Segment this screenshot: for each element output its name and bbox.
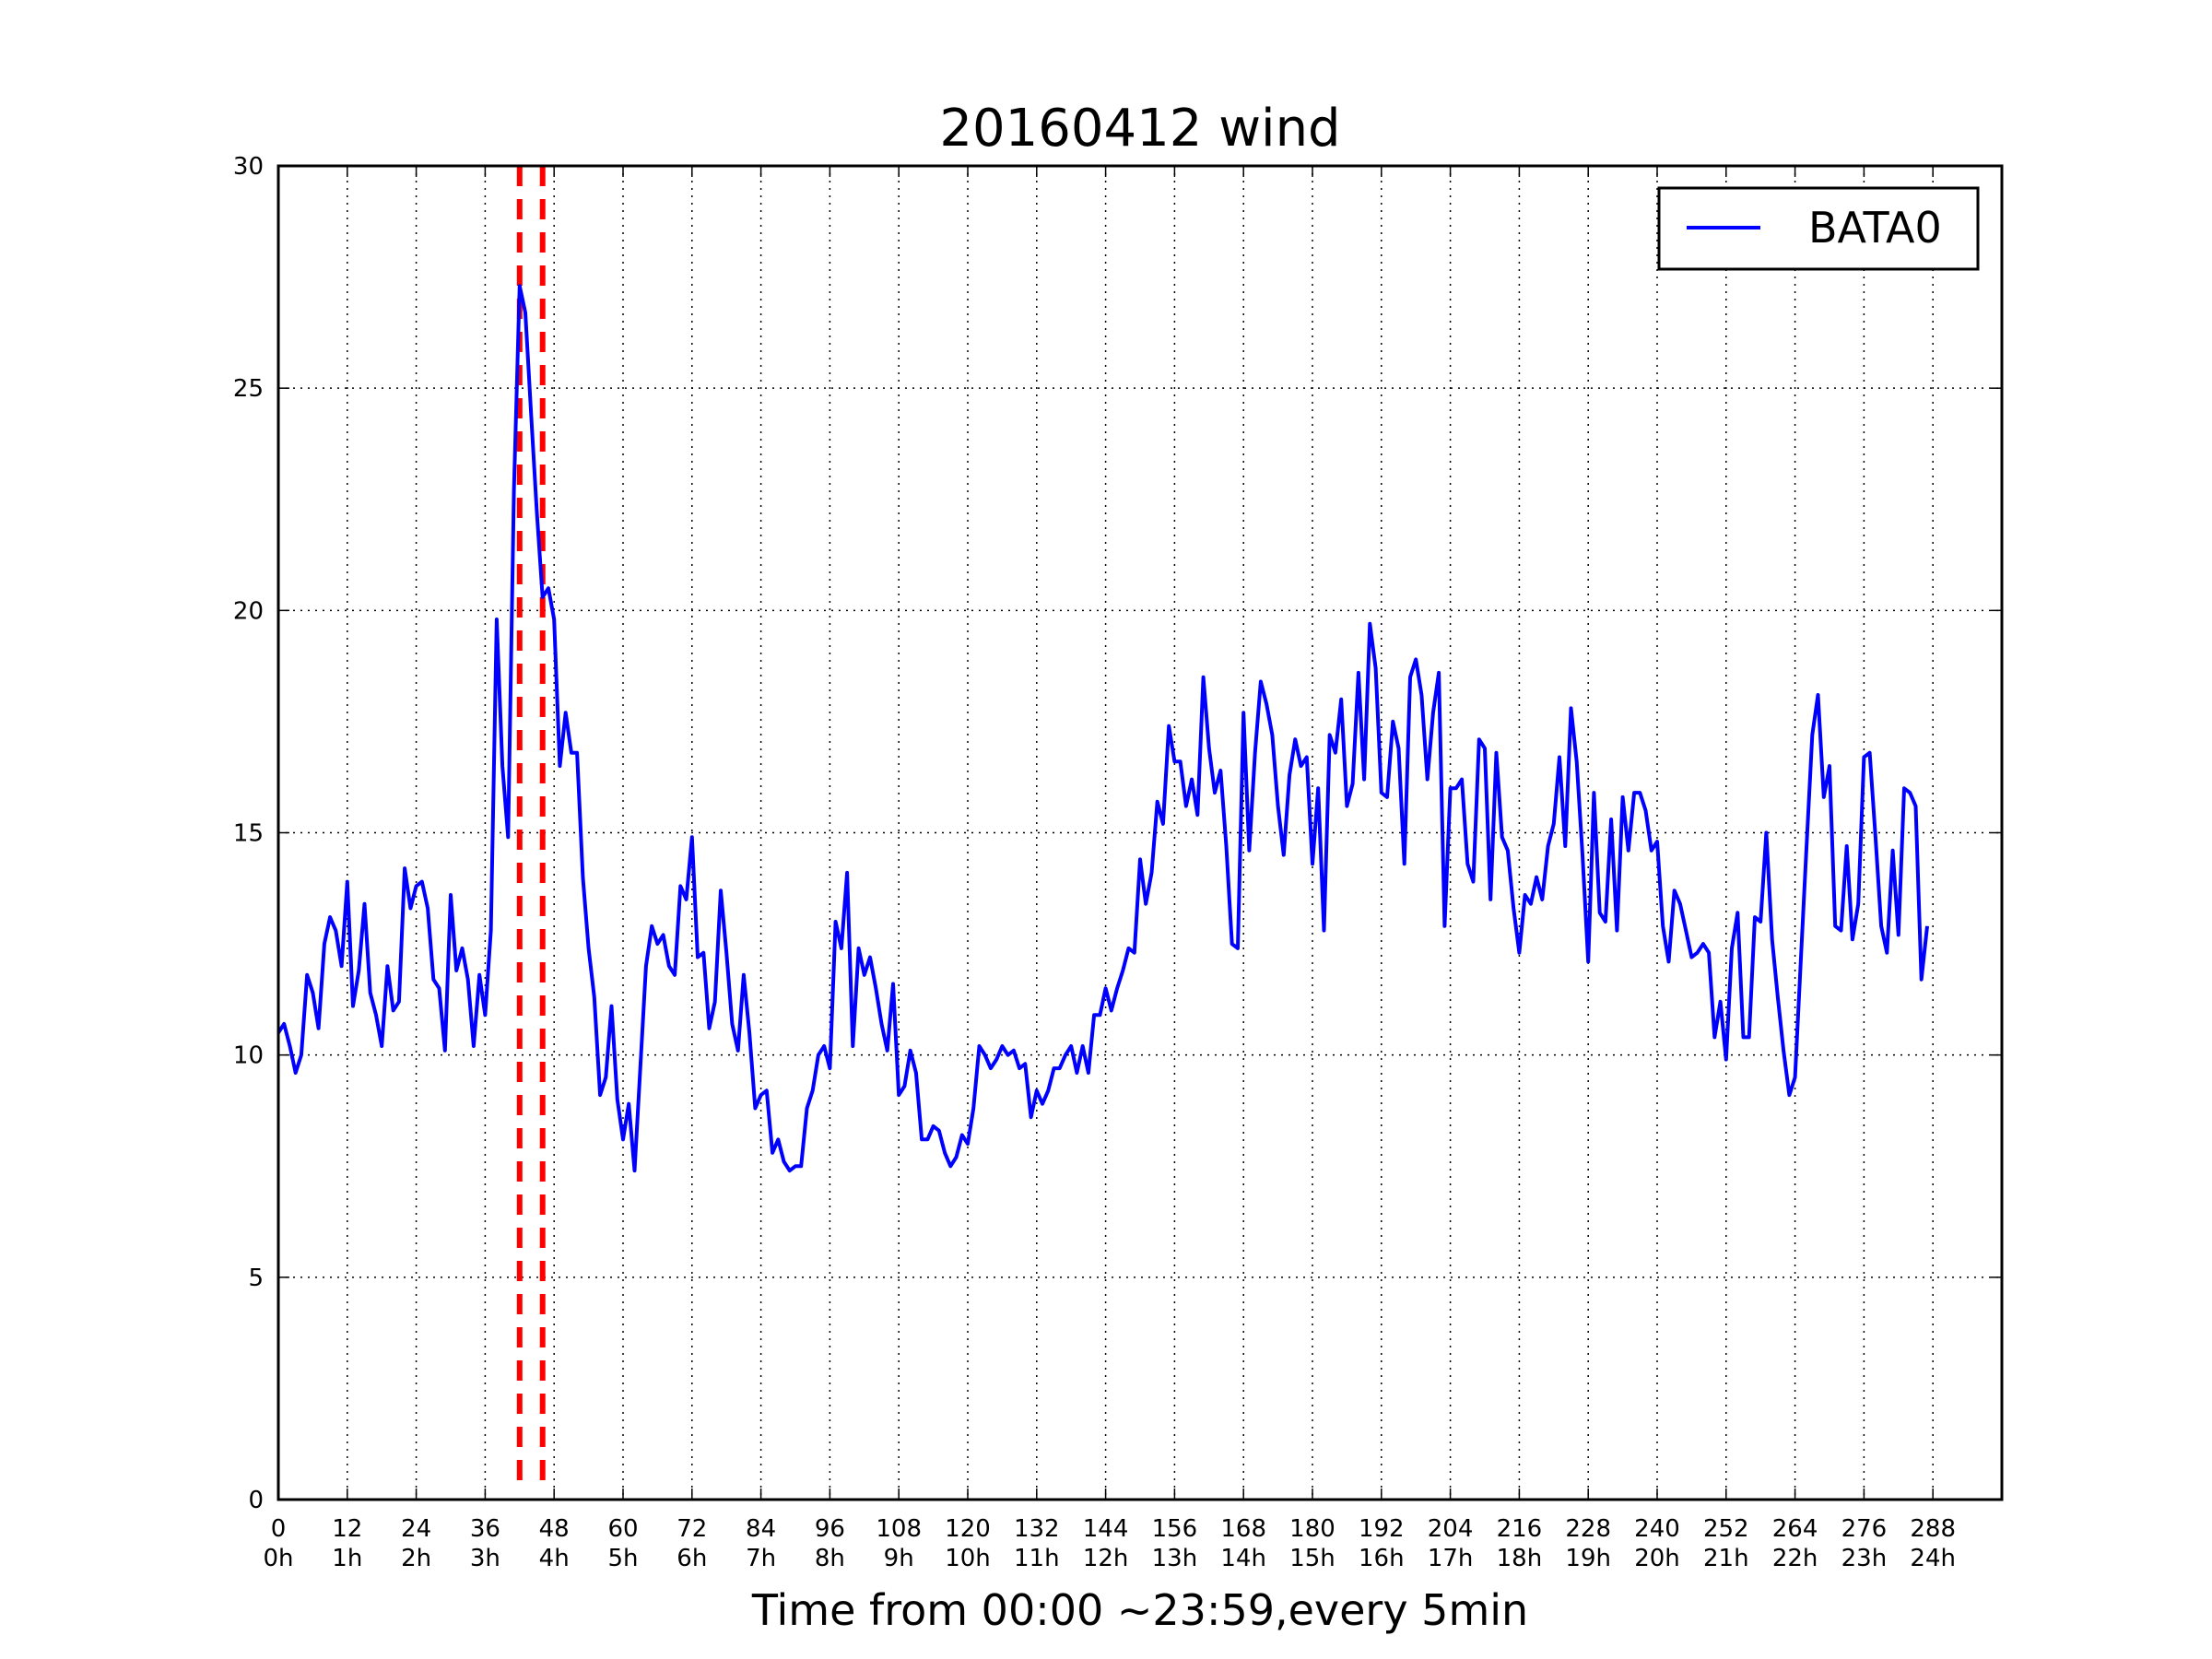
x-tick-sublabel: 21h: [1703, 1545, 1749, 1572]
x-tick-sublabel: 5h: [607, 1545, 638, 1572]
y-tick-label: 30: [233, 153, 264, 181]
axis-ticks: [277, 165, 2002, 1500]
x-tick-label: 288: [1910, 1515, 1956, 1543]
x-tick-label: 144: [1083, 1515, 1129, 1543]
x-tick-label: 168: [1220, 1515, 1266, 1543]
x-tick-label: 240: [1634, 1515, 1680, 1543]
x-tick-sublabel: 14h: [1220, 1545, 1266, 1572]
x-tick-label: 264: [1772, 1515, 1818, 1543]
y-tick-label: 20: [233, 597, 264, 625]
axis-tick-labels: 00h121h242h363h484h605h726h847h968h1089h…: [233, 153, 1956, 1572]
y-tick-label: 25: [233, 375, 264, 403]
x-tick-sublabel: 22h: [1772, 1545, 1818, 1572]
x-tick-label: 216: [1497, 1515, 1543, 1543]
event-markers: [516, 166, 546, 1485]
x-tick-sublabel: 12h: [1083, 1545, 1129, 1572]
x-tick-sublabel: 18h: [1497, 1545, 1543, 1572]
x-tick-sublabel: 4h: [539, 1545, 570, 1572]
x-tick-label: 84: [746, 1515, 776, 1543]
x-tick-label: 24: [401, 1515, 431, 1543]
x-tick-label: 192: [1359, 1515, 1405, 1543]
x-tick-sublabel: 24h: [1910, 1545, 1956, 1572]
x-tick-label: 252: [1703, 1515, 1749, 1543]
x-tick-label: 180: [1289, 1515, 1335, 1543]
series-line-bata0: [276, 284, 1929, 1173]
x-tick-sublabel: 19h: [1565, 1545, 1611, 1572]
x-axis-label: Time from 00:00 ~23:59,every 5min: [751, 1585, 1528, 1635]
grid-lines: [278, 166, 2002, 1500]
x-tick-sublabel: 20h: [1634, 1545, 1680, 1572]
x-tick-sublabel: 17h: [1428, 1545, 1474, 1572]
y-tick-label: 15: [233, 820, 264, 848]
x-tick-label: 120: [945, 1515, 991, 1543]
x-tick-sublabel: 8h: [815, 1545, 845, 1572]
x-tick-sublabel: 13h: [1152, 1545, 1198, 1572]
y-tick-label: 0: [248, 1487, 264, 1514]
chart-title: 20160412 wind: [939, 99, 1340, 159]
x-tick-label: 228: [1565, 1515, 1611, 1543]
x-tick-label: 48: [539, 1515, 570, 1543]
series-lines: [276, 284, 1929, 1173]
x-tick-label: 108: [876, 1515, 922, 1543]
x-tick-sublabel: 11h: [1014, 1545, 1060, 1572]
x-tick-label: 12: [332, 1515, 362, 1543]
x-tick-label: 204: [1428, 1515, 1474, 1543]
x-tick-label: 72: [677, 1515, 707, 1543]
x-tick-sublabel: 1h: [332, 1545, 362, 1572]
x-tick-label: 156: [1152, 1515, 1198, 1543]
x-tick-label: 60: [607, 1515, 638, 1543]
y-tick-label: 5: [248, 1265, 264, 1292]
x-tick-sublabel: 6h: [677, 1545, 707, 1572]
legend: BATA0: [1657, 186, 1980, 271]
x-tick-label: 132: [1014, 1515, 1060, 1543]
x-tick-label: 276: [1841, 1515, 1888, 1543]
x-tick-sublabel: 2h: [401, 1545, 431, 1572]
legend-label-bata0: BATA0: [1808, 203, 1942, 253]
x-tick-label: 96: [815, 1515, 845, 1543]
x-tick-sublabel: 3h: [470, 1545, 500, 1572]
x-tick-sublabel: 0h: [263, 1545, 293, 1572]
y-tick-label: 10: [233, 1042, 264, 1070]
x-tick-sublabel: 7h: [746, 1545, 776, 1572]
x-tick-sublabel: 23h: [1841, 1545, 1888, 1572]
x-tick-sublabel: 16h: [1359, 1545, 1405, 1572]
x-tick-sublabel: 10h: [945, 1545, 991, 1572]
x-tick-sublabel: 15h: [1289, 1545, 1335, 1572]
x-tick-label: 36: [470, 1515, 500, 1543]
x-tick-label: 0: [271, 1515, 287, 1543]
x-tick-sublabel: 9h: [884, 1545, 914, 1572]
